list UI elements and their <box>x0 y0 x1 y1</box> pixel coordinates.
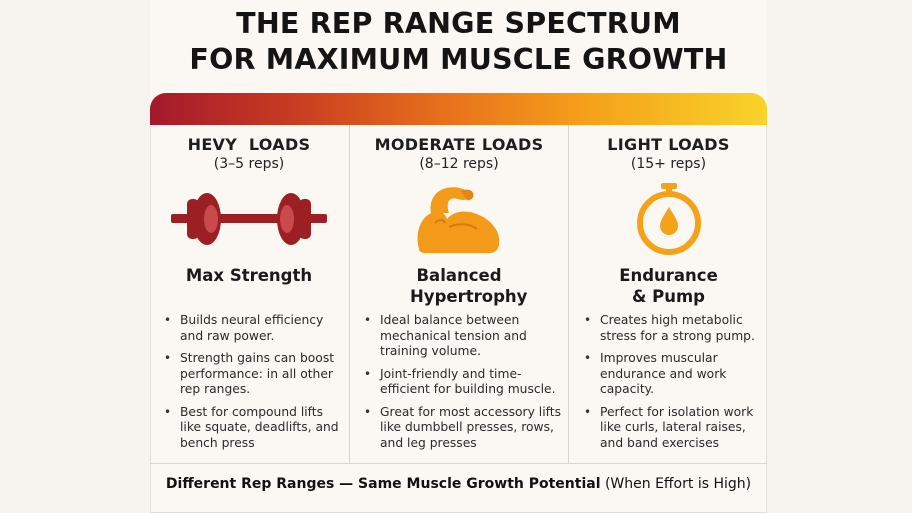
bullet-list: Builds neural efficiency and raw power. … <box>150 313 348 458</box>
column-heading: LIGHT LOADS <box>607 135 730 154</box>
column-heavy-loads: HEVY LOADS (3–5 reps) Max Strength Build… <box>150 125 348 463</box>
list-item: Creates high metabolic stress for a stro… <box>570 313 763 344</box>
footer-note: (When Effort is High) <box>604 476 752 492</box>
bullet-list: Creates high metabolic stress for a stro… <box>570 313 767 458</box>
bullet-list: Ideal balance between mechanical tension… <box>350 313 568 458</box>
list-item: Ideal balance between mechanical tension… <box>350 313 564 360</box>
column-heading: HEVY LOADS <box>187 135 311 154</box>
list-item: Best for compound lifts like squate, dea… <box>150 405 344 452</box>
list-item: Perfect for isolation work like curls, l… <box>570 405 763 452</box>
stopwatch-drop-icon <box>570 183 767 255</box>
column-subtitle: Max Strength <box>185 266 313 285</box>
list-item: Joint-friendly and time-efficient for bu… <box>350 367 564 398</box>
infographic: THE REP RANGE SPECTRUM FOR MAXIMUM MUSCL… <box>150 0 767 513</box>
footer-bold-text: Different Rep Ranges — Same Muscle Growt… <box>165 476 601 492</box>
rep-range: (8–12 reps) <box>419 156 499 172</box>
rep-range: (15+ reps) <box>630 156 707 172</box>
list-item: Great for most accessory lifts like dumb… <box>350 405 564 452</box>
list-item: Improves muscular endurance and work cap… <box>570 351 763 398</box>
footer-caption: Different Rep Ranges — Same Muscle Growt… <box>150 463 767 513</box>
title-line-2: FOR MAXIMUM MUSCLE GROWTH <box>189 43 728 76</box>
flexed-bicep-icon <box>350 183 568 255</box>
column-heading: MODERATE LOADS <box>374 135 544 154</box>
page-title: THE REP RANGE SPECTRUM FOR MAXIMUM MUSCL… <box>150 6 767 78</box>
list-item: Builds neural efficiency and raw power. <box>150 313 344 344</box>
barbell-icon <box>150 183 348 255</box>
gradient-banner <box>150 93 767 125</box>
title-line-1: THE REP RANGE SPECTRUM <box>236 7 681 40</box>
column-moderate-loads: MODERATE LOADS (8–12 reps) Balanced Hype… <box>349 125 569 463</box>
rep-range: (3–5 reps) <box>213 156 285 172</box>
list-item: Strength gains can boost performance: in… <box>150 351 344 398</box>
column-subtitle: Balanced Hypertrophy <box>410 266 528 306</box>
column-subtitle: Endurance & Pump <box>619 266 718 306</box>
column-light-loads: LIGHT LOADS (15+ reps) Endurance & Pump … <box>570 125 767 463</box>
